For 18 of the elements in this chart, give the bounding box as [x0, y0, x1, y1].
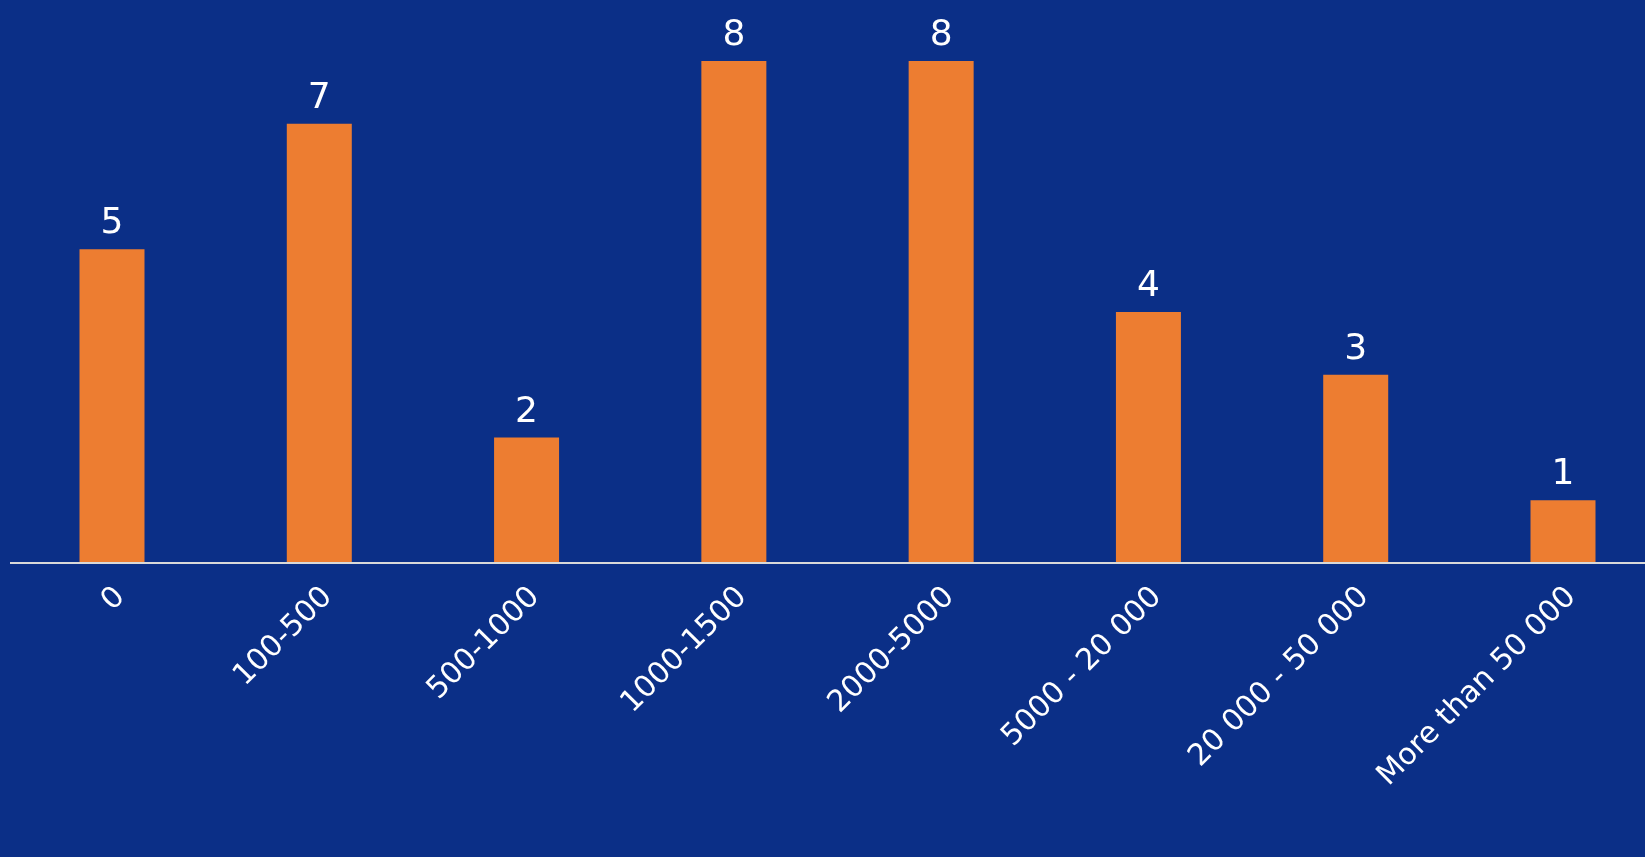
bar: [1323, 374, 1389, 563]
data-label: 4: [1136, 263, 1160, 304]
data-label: 1: [1551, 451, 1575, 493]
bar: [286, 123, 352, 563]
bar: [494, 437, 560, 563]
x-tick-label: 0: [92, 578, 131, 617]
data-label: 5: [100, 200, 124, 242]
bar: [701, 61, 767, 563]
bar: [79, 249, 145, 563]
bar: [1530, 500, 1596, 563]
data-label: 7: [307, 74, 331, 116]
data-label: 2: [515, 388, 539, 430]
data-label: 8: [929, 12, 953, 53]
x-tick-label: 20 000 - 50 000: [1180, 578, 1375, 773]
bar: [1115, 312, 1181, 563]
bar: [908, 61, 974, 563]
data-label: 3: [1344, 325, 1368, 367]
data-label: 8: [722, 12, 746, 53]
